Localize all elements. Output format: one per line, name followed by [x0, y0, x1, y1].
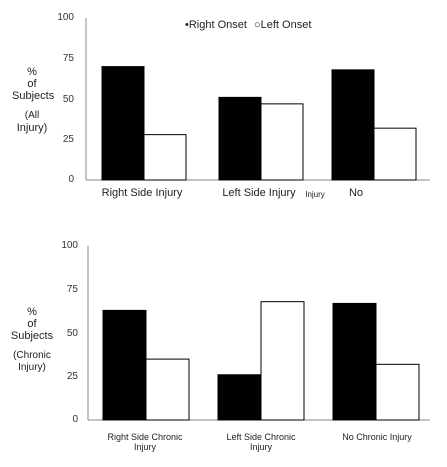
- y-label-line: (Chronic: [13, 350, 51, 361]
- bar-left-onset: [260, 103, 304, 181]
- bar-right-onset: [218, 96, 262, 181]
- bar-right-onset: [331, 69, 375, 181]
- category-label-line: Injury: [249, 442, 272, 452]
- y-tick-label: 100: [61, 240, 78, 251]
- y-tick-label: 75: [62, 53, 74, 64]
- category-label-extra: Injury: [305, 190, 325, 199]
- legend-entry-right-onset: •Right Onset: [185, 19, 247, 31]
- bar-left-onset: [260, 301, 305, 421]
- y-tick-label: 25: [62, 134, 74, 145]
- bar-right-onset: [102, 309, 147, 421]
- category-label: No Chronic Injury: [322, 432, 432, 442]
- y-axis-label: % of Subjects (Chronic Injury): [10, 306, 54, 374]
- y-label-line: Injury): [16, 122, 48, 134]
- y-tick-label: 100: [57, 12, 74, 23]
- category-label-line: No Chronic Injury: [342, 432, 412, 442]
- y-label-line: %: [27, 306, 37, 318]
- chart-chronic-injury: % of Subjects (Chronic Injury) 100 75 50…: [0, 230, 447, 467]
- y-tick-label: 25: [66, 371, 78, 382]
- y-label-line: %: [27, 66, 37, 78]
- category-label-line: Injury: [133, 442, 156, 452]
- y-tick-label: 75: [66, 284, 78, 295]
- y-tick-label: 0: [72, 414, 78, 425]
- bar-right-onset: [332, 302, 377, 421]
- y-label-line: Subjects: [10, 330, 54, 342]
- category-label: Right Side Injury: [101, 187, 183, 199]
- category-label: Left Side Injury: [222, 187, 296, 199]
- y-tick-label: 0: [68, 174, 74, 185]
- bar-right-onset: [101, 66, 145, 181]
- y-tick-label: 50: [66, 328, 78, 339]
- bar-left-onset: [143, 134, 187, 181]
- chart-all-injury-plot: [85, 18, 430, 181]
- y-label-line: of: [27, 78, 37, 90]
- legend: •Right Onset ○Left Onset: [185, 19, 311, 31]
- legend-entry-left-onset: ○Left Onset: [254, 19, 312, 31]
- bar-left-onset: [375, 363, 420, 421]
- bar-left-onset: [145, 358, 190, 421]
- y-label-line: [10, 342, 54, 350]
- category-label-line: Left Side Chronic: [226, 432, 296, 442]
- bar-right-onset: [217, 374, 262, 421]
- bar-left-onset: [373, 127, 417, 181]
- y-label-line: Subjects: [12, 90, 55, 102]
- category-label: No: [348, 187, 364, 199]
- y-tick-label: 50: [62, 94, 74, 105]
- category-label: Right Side Chronic Injury: [90, 432, 200, 452]
- chart-all-injury: •Right Onset ○Left Onset % of Subjects (…: [0, 0, 447, 220]
- y-label-line: of: [27, 318, 37, 330]
- y-axis-label: % of Subjects (All Injury): [12, 66, 55, 134]
- chart-chronic-injury-plot: [87, 246, 430, 421]
- y-label-line: (All: [24, 110, 40, 121]
- y-label-line: Injury): [18, 362, 46, 373]
- category-label-line: Right Side Chronic: [107, 432, 183, 442]
- category-label: Left Side Chronic Injury: [206, 432, 316, 452]
